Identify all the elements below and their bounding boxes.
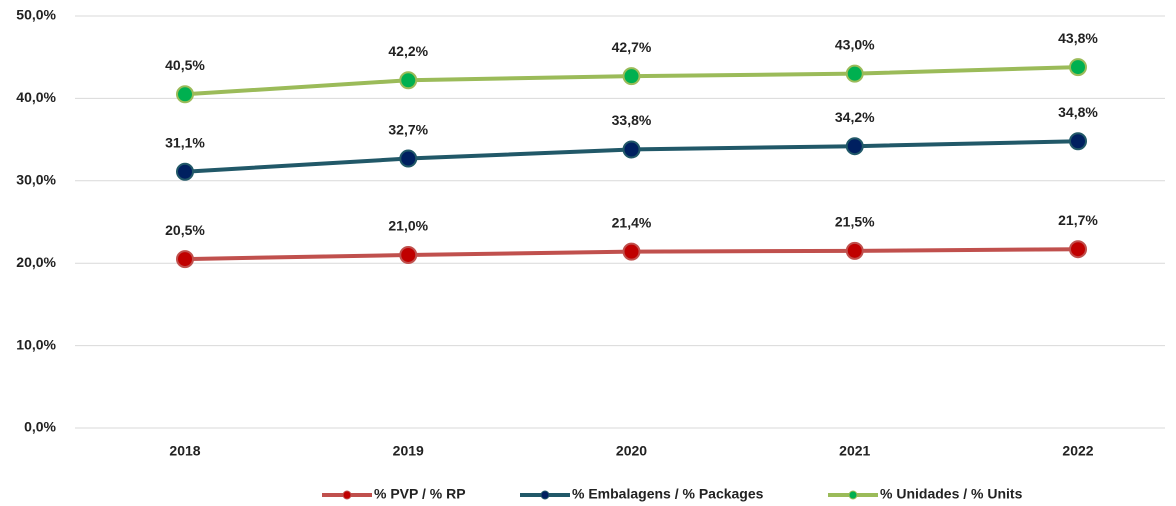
marker bbox=[1069, 132, 1087, 151]
marker bbox=[399, 245, 418, 264]
y-tick-label: 40,0% bbox=[16, 89, 56, 105]
y-tick-label: 20,0% bbox=[16, 254, 56, 270]
y-tick-label: 50,0% bbox=[16, 7, 56, 23]
data-label: 40,5% bbox=[165, 57, 205, 73]
marker bbox=[845, 241, 864, 260]
x-tick-label: 2021 bbox=[839, 443, 870, 459]
marker bbox=[845, 64, 864, 83]
data-label: 31,1% bbox=[165, 134, 205, 150]
marker bbox=[176, 162, 194, 181]
data-label: 33,8% bbox=[612, 112, 652, 128]
y-tick-label: 30,0% bbox=[16, 172, 56, 188]
data-label: 34,8% bbox=[1058, 104, 1098, 120]
data-label: 34,2% bbox=[835, 109, 875, 125]
legend-label: % Unidades / % Units bbox=[880, 486, 1023, 502]
data-label: 20,5% bbox=[165, 222, 205, 238]
data-label: 21,4% bbox=[612, 214, 652, 230]
marker bbox=[1069, 58, 1087, 77]
marker bbox=[845, 137, 864, 156]
marker bbox=[622, 67, 641, 86]
y-tick-label: 0,0% bbox=[24, 419, 56, 435]
marker bbox=[622, 140, 641, 159]
y-tick-label: 10,0% bbox=[16, 336, 56, 352]
x-tick-label: 2018 bbox=[169, 443, 200, 459]
data-label: 43,8% bbox=[1058, 30, 1098, 46]
marker bbox=[622, 242, 641, 261]
marker bbox=[1069, 240, 1087, 259]
data-label: 43,0% bbox=[835, 36, 875, 52]
marker bbox=[176, 250, 194, 269]
legend-marker bbox=[342, 490, 352, 500]
marker bbox=[176, 85, 194, 104]
legend-label: % PVP / % RP bbox=[374, 486, 466, 502]
data-label: 21,7% bbox=[1058, 212, 1098, 228]
legend-marker bbox=[848, 490, 858, 500]
data-label: 42,7% bbox=[612, 39, 652, 55]
x-tick-label: 2022 bbox=[1062, 443, 1093, 459]
x-tick-label: 2020 bbox=[616, 443, 647, 459]
data-label: 21,5% bbox=[835, 214, 875, 230]
data-label: 21,0% bbox=[388, 218, 428, 234]
marker bbox=[399, 71, 418, 90]
legend-label: % Embalagens / % Packages bbox=[572, 486, 764, 502]
data-label: 42,2% bbox=[388, 43, 428, 59]
marker bbox=[399, 149, 418, 168]
x-tick-label: 2019 bbox=[393, 443, 424, 459]
legend-marker bbox=[540, 490, 550, 500]
data-label: 32,7% bbox=[388, 121, 428, 137]
